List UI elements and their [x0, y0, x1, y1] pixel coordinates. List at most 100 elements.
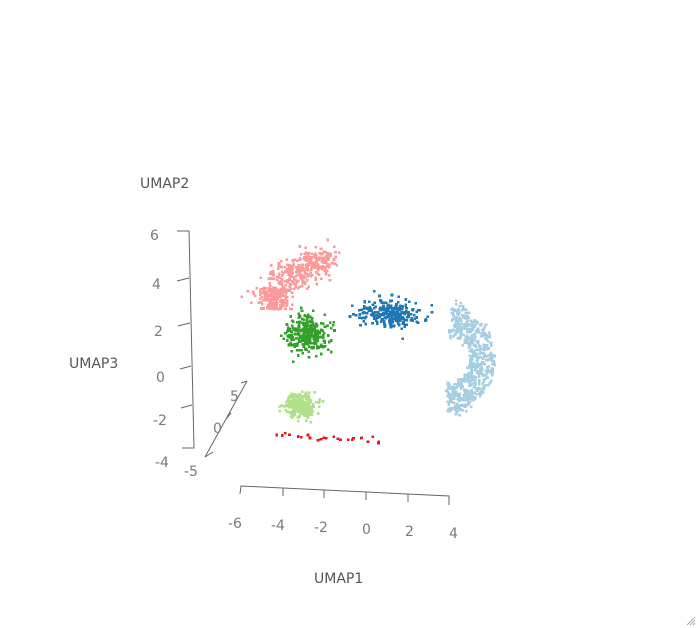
data-point [301, 278, 304, 282]
data-point [430, 310, 434, 314]
data-point [374, 314, 377, 318]
data-point [465, 320, 469, 324]
data-point [465, 330, 469, 334]
data-point [485, 338, 489, 341]
data-point [322, 345, 326, 349]
data-point [266, 297, 269, 301]
data-point [466, 366, 469, 370]
data-point [454, 322, 457, 326]
data-point [465, 311, 469, 315]
data-point [297, 320, 300, 324]
data-point [446, 383, 449, 387]
data-point [298, 245, 301, 248]
data-point [268, 282, 272, 285]
data-point [389, 313, 392, 317]
data-point [481, 382, 485, 386]
data-point [393, 324, 396, 328]
y-tick [176, 277, 190, 282]
data-point [485, 336, 488, 339]
data-point [290, 287, 293, 290]
data-point [306, 413, 310, 417]
data-point [309, 420, 313, 424]
data-point [307, 268, 310, 272]
data-point [372, 314, 376, 318]
data-point [315, 282, 319, 286]
data-point [471, 321, 475, 324]
data-point [460, 396, 463, 400]
data-point [281, 272, 285, 275]
data-point [275, 278, 279, 281]
data-point [468, 383, 472, 386]
data-point [289, 399, 293, 402]
resize-grip-icon[interactable] [686, 616, 696, 626]
data-point [253, 294, 257, 297]
data-point [327, 334, 330, 337]
data-point [323, 269, 326, 273]
data-point [462, 333, 465, 336]
data-point [311, 409, 315, 413]
data-point [286, 299, 289, 302]
data-point [369, 313, 373, 316]
data-point [452, 334, 455, 338]
data-point [308, 315, 312, 319]
data-point [404, 304, 407, 307]
data-point [489, 353, 493, 357]
data-point [407, 300, 411, 303]
data-point [289, 315, 292, 318]
data-point [310, 341, 314, 345]
data-point [286, 335, 289, 338]
data-point [362, 307, 366, 310]
data-point [259, 276, 263, 280]
data-point [311, 323, 314, 326]
data-point [375, 319, 378, 322]
data-point [288, 284, 292, 287]
data-point [297, 435, 300, 438]
data-point [293, 407, 296, 410]
data-point [469, 354, 472, 358]
data-point [490, 374, 494, 377]
data-point [465, 410, 468, 413]
data-point [456, 410, 459, 413]
data-point [455, 328, 459, 331]
data-point [297, 405, 300, 409]
data-point [320, 253, 324, 256]
data-point [461, 398, 464, 401]
data-point [397, 295, 401, 299]
data-point [462, 305, 465, 308]
data-point [447, 403, 451, 406]
data-point [310, 256, 314, 259]
data-point [284, 291, 287, 294]
data-point [291, 267, 294, 271]
data-point [487, 347, 491, 350]
data-point [386, 306, 389, 309]
data-point [467, 346, 470, 349]
data-point [322, 258, 325, 261]
data-point [294, 265, 298, 269]
data-point [458, 408, 462, 411]
data-point [459, 377, 462, 381]
data-point [448, 394, 452, 398]
data-point [485, 334, 488, 337]
data-point [396, 316, 399, 320]
data-point [400, 311, 404, 314]
data-point [298, 256, 302, 260]
data-point [260, 291, 264, 295]
data-point [475, 389, 479, 393]
data-point [294, 336, 298, 340]
data-point [274, 306, 277, 310]
data-point [476, 342, 480, 345]
data-point [391, 308, 394, 311]
data-point [455, 330, 458, 333]
data-point [326, 253, 329, 256]
data-point [357, 308, 361, 312]
data-point [313, 332, 317, 336]
data-point [466, 396, 469, 400]
data-point [309, 333, 313, 336]
data-point [314, 337, 318, 341]
data-point [332, 435, 336, 438]
data-point [488, 336, 492, 339]
data-point [458, 316, 462, 320]
data-point [275, 307, 279, 310]
data-point [323, 313, 326, 317]
